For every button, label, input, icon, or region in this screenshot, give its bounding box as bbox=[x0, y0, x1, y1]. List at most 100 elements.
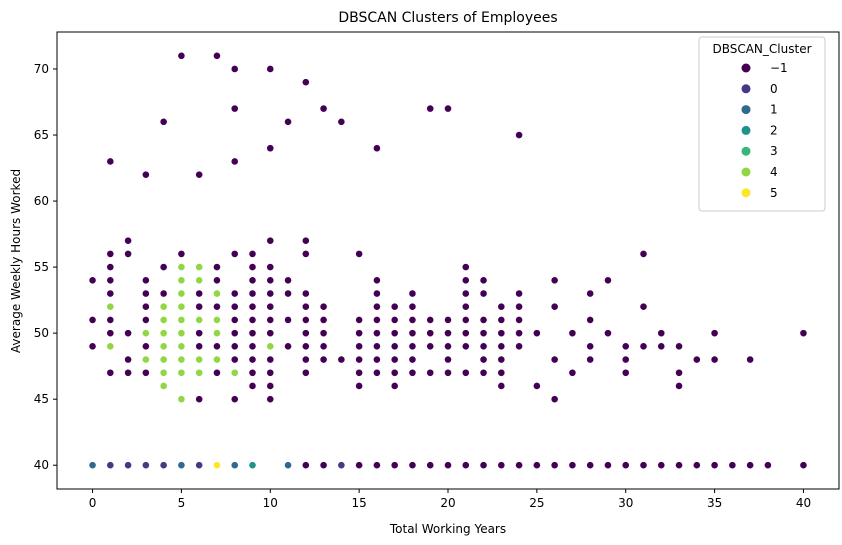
data-point bbox=[230, 355, 239, 364]
data-point bbox=[692, 355, 701, 364]
data-point bbox=[248, 249, 257, 258]
x-tick-label: 5 bbox=[178, 496, 186, 510]
data-point bbox=[177, 249, 186, 258]
data-point bbox=[124, 368, 132, 377]
data-point bbox=[319, 342, 328, 351]
data-point bbox=[141, 302, 150, 311]
data-point bbox=[301, 78, 310, 87]
data-point bbox=[426, 461, 435, 470]
data-point bbox=[248, 302, 257, 311]
data-point bbox=[675, 342, 683, 351]
data-point bbox=[497, 316, 506, 324]
data-point bbox=[195, 170, 204, 179]
data-point bbox=[692, 461, 701, 470]
y-tick-label: 50 bbox=[34, 326, 49, 340]
legend-items: −1 0 1 2 3 4 5 bbox=[741, 61, 788, 200]
data-point bbox=[195, 355, 204, 364]
data-point bbox=[497, 302, 506, 311]
data-point bbox=[408, 342, 417, 351]
data-points bbox=[88, 51, 808, 470]
data-point bbox=[444, 368, 452, 377]
data-point bbox=[106, 249, 115, 258]
data-point bbox=[479, 368, 488, 377]
data-point bbox=[373, 329, 381, 338]
data-point bbox=[337, 355, 346, 364]
data-point bbox=[159, 316, 168, 324]
data-point bbox=[515, 342, 523, 351]
data-point bbox=[497, 461, 506, 470]
data-point bbox=[266, 65, 275, 73]
data-point bbox=[497, 329, 506, 338]
data-point bbox=[284, 276, 292, 285]
data-point bbox=[301, 302, 310, 311]
data-point bbox=[604, 276, 612, 285]
legend-label: 0 bbox=[770, 82, 778, 96]
data-point bbox=[141, 276, 150, 285]
data-point bbox=[141, 342, 150, 351]
data-point bbox=[301, 329, 310, 338]
data-point bbox=[408, 289, 417, 298]
data-point bbox=[461, 289, 470, 298]
data-point bbox=[497, 368, 506, 377]
data-point bbox=[266, 355, 275, 364]
data-point bbox=[301, 249, 310, 258]
data-point bbox=[461, 263, 470, 272]
data-point bbox=[390, 382, 399, 390]
data-point bbox=[230, 316, 239, 324]
data-point bbox=[106, 342, 115, 351]
data-point bbox=[177, 329, 186, 338]
data-point bbox=[230, 342, 239, 351]
data-point bbox=[764, 461, 772, 470]
data-point bbox=[177, 263, 186, 272]
x-axis: 0 5 10 15 20 25 30 35 40 bbox=[89, 489, 811, 510]
data-point bbox=[266, 263, 275, 272]
data-point bbox=[408, 302, 417, 311]
data-point bbox=[230, 368, 239, 377]
y-axis: 40 45 50 55 60 65 70 bbox=[34, 62, 57, 472]
data-point bbox=[230, 289, 239, 298]
data-point bbox=[657, 342, 666, 351]
data-point bbox=[106, 263, 115, 272]
data-point bbox=[106, 289, 115, 298]
legend: DBSCAN_Cluster −1 0 1 2 3 4 5 bbox=[698, 36, 826, 212]
data-point bbox=[444, 316, 452, 324]
data-point bbox=[159, 302, 168, 311]
data-point bbox=[195, 329, 204, 338]
y-axis-title: Average Weekly Hours Worked bbox=[9, 169, 23, 353]
data-point bbox=[301, 461, 310, 470]
data-point bbox=[284, 461, 292, 470]
data-point bbox=[532, 382, 541, 390]
data-point bbox=[337, 461, 346, 470]
data-point bbox=[195, 263, 204, 272]
data-point bbox=[266, 236, 275, 245]
data-point bbox=[444, 342, 452, 351]
data-point bbox=[373, 144, 381, 153]
y-tick-label: 60 bbox=[34, 194, 49, 208]
legend-title: DBSCAN_Cluster bbox=[712, 42, 811, 56]
data-point bbox=[230, 249, 239, 258]
data-point bbox=[141, 355, 150, 364]
data-point bbox=[141, 461, 150, 470]
data-point bbox=[266, 395, 275, 404]
data-point bbox=[301, 316, 310, 324]
series-0 bbox=[106, 461, 346, 470]
data-point bbox=[159, 117, 168, 126]
data-point bbox=[461, 368, 470, 377]
data-point bbox=[550, 395, 559, 404]
data-point bbox=[124, 249, 132, 258]
data-point bbox=[461, 342, 470, 351]
data-point bbox=[177, 355, 186, 364]
data-point bbox=[426, 342, 435, 351]
data-point bbox=[213, 302, 221, 311]
data-point bbox=[515, 329, 523, 338]
y-tick-label: 70 bbox=[34, 62, 49, 76]
data-point bbox=[159, 461, 168, 470]
data-point bbox=[675, 382, 683, 390]
data-point bbox=[515, 461, 523, 470]
data-point bbox=[621, 342, 630, 351]
data-point bbox=[195, 302, 204, 311]
data-point bbox=[390, 302, 399, 311]
